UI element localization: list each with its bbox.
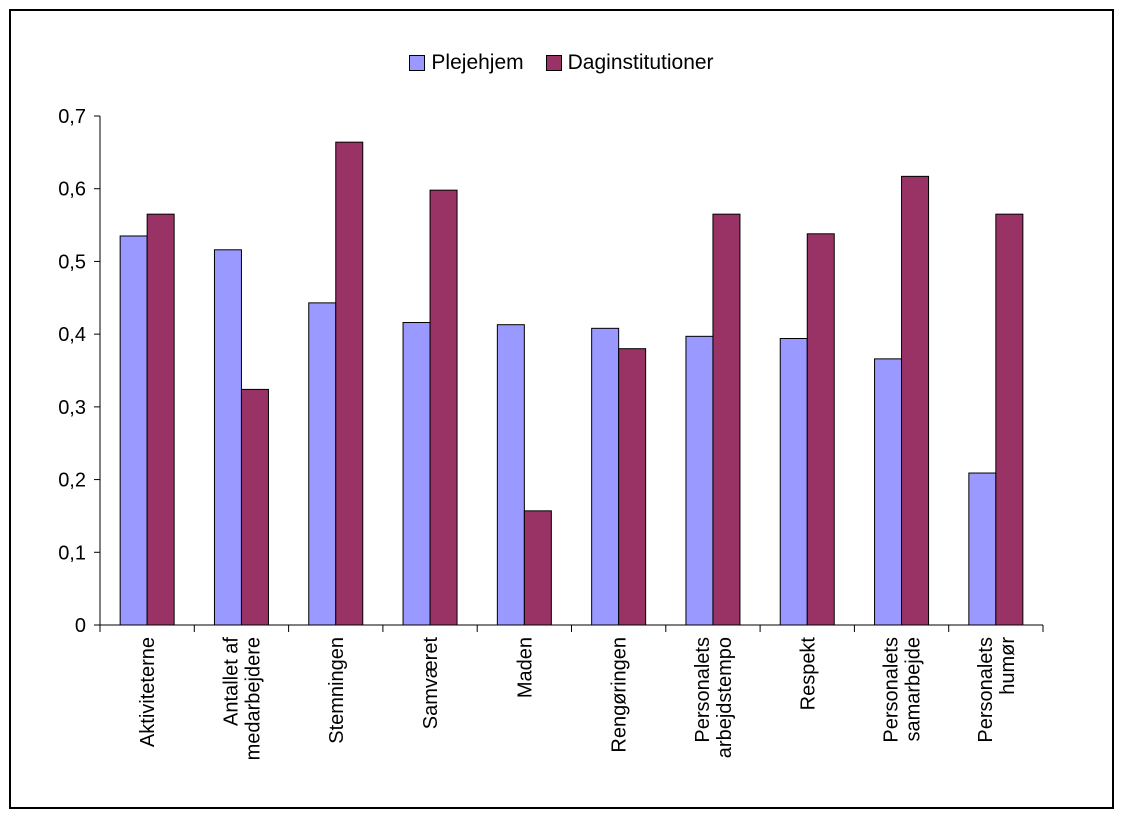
bar-daginstitutioner-10: [995, 213, 1024, 626]
bar-daginstitutioner-4: [429, 189, 458, 626]
bar-daginstitutioner-5: [523, 510, 552, 626]
legend-swatch-plejehjem: [409, 55, 426, 71]
legend-item-daginstitutioner: Daginstitutioner: [545, 51, 714, 75]
bar-plejehjem-10: [968, 472, 997, 626]
x-tick-label: humør: [997, 637, 1019, 695]
x-tick-label: medarbejdere: [242, 637, 264, 760]
legend: Plejehjem Daginstitutioner: [11, 51, 1112, 75]
bar-daginstitutioner-6: [618, 348, 647, 626]
x-tick-label: Aktiviteterne: [137, 637, 159, 747]
bar-plejehjem-5: [496, 324, 525, 626]
legend-label-plejehjem: Plejehjem: [431, 51, 524, 74]
y-tick-label: 0,6: [58, 179, 86, 201]
y-tick-label: 0: [75, 615, 86, 637]
bar-plejehjem-9: [874, 358, 903, 626]
bar-plejehjem-8: [779, 338, 808, 626]
bar-daginstitutioner-3: [335, 141, 364, 626]
bar-daginstitutioner-7: [712, 213, 741, 626]
y-tick-label: 0,4: [58, 324, 86, 346]
x-tick-label: Respekt: [797, 637, 819, 711]
bar-plejehjem-1: [119, 235, 148, 626]
x-tick-label: Stemningen: [326, 637, 348, 744]
chart-frame: Plejehjem Daginstitutioner 0 0,1 0,2 0,3 0,4…: [9, 9, 1114, 809]
y-tick-label: 0,1: [58, 542, 86, 564]
bar-daginstitutioner-9: [901, 175, 930, 626]
bar-daginstitutioner-1: [146, 213, 175, 626]
bar-plejehjem-4: [402, 322, 431, 626]
bar-daginstitutioner-8: [806, 233, 835, 626]
x-tick-label: Maden: [514, 637, 536, 698]
x-tick-label: Personalets: [975, 637, 997, 743]
y-tick-label: 0,3: [58, 397, 86, 419]
x-tick-label: Rengøringen: [609, 637, 631, 753]
x-tick-label: arbejdstempo: [714, 637, 736, 758]
y-tick-label: 0,7: [58, 106, 86, 128]
x-tick-label: Samværet: [420, 637, 442, 730]
legend-label-daginstitutioner: Daginstitutioner: [567, 51, 714, 74]
x-tick-label: Personalets: [692, 637, 714, 743]
bar-plejehjem-3: [308, 302, 337, 626]
legend-swatch-daginstitutioner: [545, 55, 562, 71]
x-tick-label: Personalets: [881, 637, 903, 743]
bar-daginstitutioner-2: [240, 388, 269, 626]
bar-plejehjem-2: [213, 249, 242, 626]
y-tick-label: 0,2: [58, 470, 86, 492]
y-tick-label: 0,5: [58, 251, 86, 273]
bar-plejehjem-7: [685, 335, 714, 626]
x-tick-label: Antallet af: [220, 637, 242, 726]
x-tick-label: samarbejde: [903, 637, 925, 742]
bar-chart: 0 0,1 0,2 0,3 0,4 0,5 0,6 0,7 Aktiviteterne Antal…: [58, 106, 1044, 760]
bar-plejehjem-6: [591, 327, 620, 626]
legend-item-plejehjem: Plejehjem: [409, 51, 524, 75]
